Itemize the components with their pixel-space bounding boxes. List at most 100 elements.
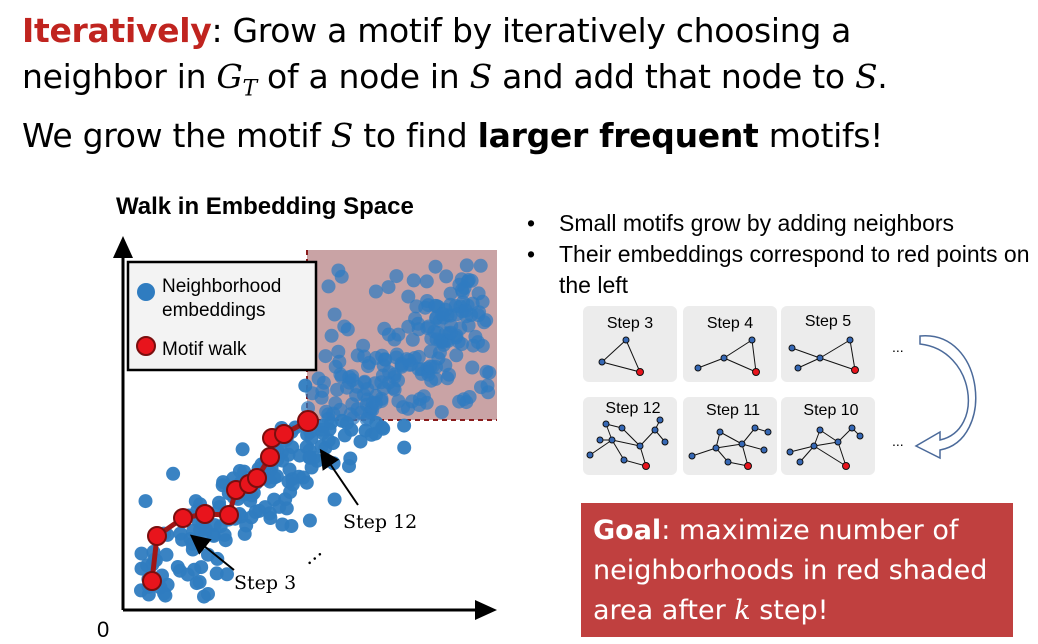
goal-text: area after [593,595,735,626]
neighborhood-point [192,575,207,589]
neighborhood-point [406,273,421,288]
slide-heading: Iteratively: Grow a motif by iteratively… [22,8,1032,159]
neighborhood-point [368,396,383,411]
steps-ellipsis: ... [892,339,904,355]
neighborhood-point [443,325,458,340]
walk-point [142,571,162,591]
legend-point-icon [137,283,155,301]
x-axis-arrow [475,600,497,620]
neighborhood-point [381,280,396,295]
plot-title: Walk in Embedding Space [116,193,414,220]
step-card [781,397,875,475]
neighborhood-point [430,325,445,340]
neighborhood-point [186,523,201,538]
loop-arrow [914,335,977,460]
neighborhood-point [299,475,314,490]
neighborhood-point [262,506,277,521]
goal-line-1: Goal: maximize number of [593,511,1001,551]
neighborhood-point [170,560,185,574]
neighborhood-point [381,327,396,342]
heading-text: and add that node to [491,57,855,96]
legend-walk-icon [136,336,156,356]
neighborhood-point [443,286,458,301]
neighborhood-point [332,354,347,369]
heading-text: We grow the motif [22,115,331,155]
step12-label: Step 12 [343,511,417,533]
neighborhood-point [474,380,488,395]
steps-ellipsis: ... [892,433,904,449]
bullet-item: Small motifs grow by adding neighbors [527,208,1037,239]
step-card [683,397,777,475]
goal-text: : maximize number of [661,515,959,546]
bullet-list: Small motifs grow by adding neighbors Th… [527,208,1037,301]
neighborhood-point [423,344,438,359]
neighborhood-point [327,492,342,507]
heading-text: . [877,57,888,96]
neighborhood-point [235,442,250,457]
neighborhood-point [369,350,384,365]
neighborhood-point [458,303,473,318]
neighborhood-point [477,315,492,330]
y-axis-arrow [113,236,133,258]
neighborhood-point [201,587,215,601]
neighborhood-point [456,392,471,407]
neighborhood-point [328,396,343,411]
neighborhood-point [459,258,474,273]
neighborhood-point [356,338,371,353]
motif-graph [788,336,859,374]
neighborhood-point [360,382,375,397]
step-label: Step 4 [707,315,753,332]
neighborhood-point [482,365,497,380]
neighborhood-point [401,401,415,416]
walk-point [147,526,167,546]
neighborhood-point [402,353,417,368]
neighborhood-point [302,513,317,528]
step-label: Step 3 [607,315,653,332]
neighborhood-point [138,494,153,509]
neighborhood-point [375,368,390,383]
goal-line-3: area after k step! [593,591,1001,631]
math-s: S [469,57,493,96]
neighborhood-point [159,547,174,562]
neighborhood-point [140,558,155,573]
motif-graph [598,336,644,376]
neighborhood-point [340,322,355,337]
legend-box [126,260,318,372]
neighborhood-point [318,349,333,364]
heading-bold: larger frequent [477,115,759,155]
step-card [683,306,777,382]
neighborhood-point [387,382,402,397]
neighborhood-point [391,394,406,409]
step-label: Step 10 [803,402,858,419]
neighborhood-point [220,567,234,582]
neighborhood-point [166,466,181,481]
neighborhood-point [158,588,173,603]
neighborhood-point [187,562,202,577]
neighborhood-point [345,369,360,384]
walk-point [297,410,319,432]
motif-graph [688,424,772,470]
bullet-item: Their embeddings correspond to red point… [527,239,1037,301]
legend-motif: Motif walk [162,339,247,360]
heading-line-1: Iteratively: Grow a motif by iteratively… [22,8,1032,54]
neighborhood-point [369,416,384,430]
neighborhood-point [350,402,365,416]
walk-point [260,447,280,467]
motif-walk-points [142,410,319,591]
step-label: Step 5 [805,313,851,330]
step-card [781,306,875,382]
neighborhood-point [321,279,336,294]
neighborhood-point [339,416,354,431]
heading-text: to find [353,115,478,155]
neighborhood-point [134,546,149,561]
math-g: G [216,57,243,96]
math-t: T [242,76,257,102]
heading-line-2: neighbor in GT of a node in S and add th… [22,54,1032,113]
neighborhood-point [428,259,443,274]
neighborhood-point [439,269,454,284]
step-label: Step 12 [605,400,660,417]
neighborhood-point [465,360,480,375]
step-label: Step 11 [706,402,760,419]
neighborhood-point [333,367,348,382]
neighborhood-point [434,405,449,420]
